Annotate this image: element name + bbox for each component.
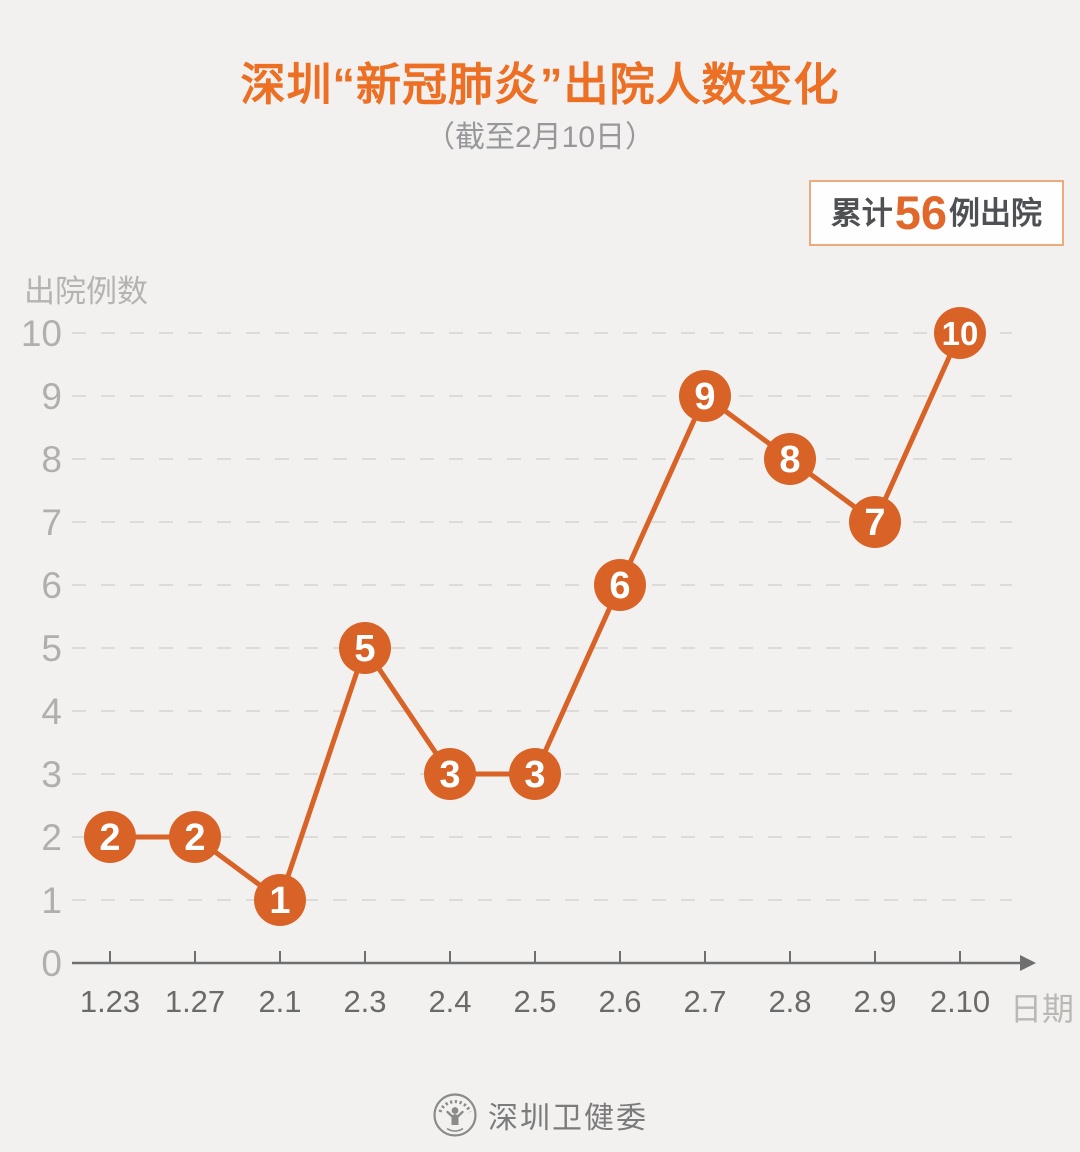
- svg-text:9: 9: [41, 376, 62, 417]
- y-tick-labels: 0 1 2 3 4 5 6 7 8 9 10: [21, 313, 62, 984]
- svg-text:8: 8: [779, 439, 800, 481]
- health-commission-seal-icon: [433, 1093, 477, 1137]
- svg-text:10: 10: [942, 315, 979, 352]
- data-point-2.3: 5: [339, 622, 391, 674]
- svg-text:2.4: 2.4: [428, 984, 471, 1019]
- svg-text:2: 2: [41, 817, 62, 858]
- data-point-2.8: 8: [764, 433, 816, 485]
- page-subtitle: （截至2月10日）: [424, 121, 656, 154]
- svg-text:2.9: 2.9: [853, 984, 896, 1019]
- cumulative-total-badge: 累计 56 例出院: [808, 180, 1064, 246]
- x-axis: [72, 951, 1036, 971]
- footer: 深圳卫健委: [0, 1092, 1080, 1138]
- data-point-2.10: 10: [934, 307, 986, 359]
- data-point-2.7: 9: [679, 370, 731, 422]
- y-axis-title: 出院例数: [24, 274, 148, 309]
- svg-text:8: 8: [41, 439, 62, 480]
- svg-text:5: 5: [354, 628, 375, 670]
- data-point-1.23: 2: [84, 811, 136, 863]
- badge-prefix: 累计: [830, 195, 893, 231]
- svg-text:6: 6: [609, 565, 630, 607]
- svg-text:1.27: 1.27: [165, 984, 225, 1019]
- data-points: 2 2 1 5 3 3 6 9 8 7 10: [84, 307, 986, 926]
- svg-text:2: 2: [99, 817, 120, 859]
- svg-text:1: 1: [41, 880, 62, 921]
- svg-text:3: 3: [524, 754, 545, 796]
- data-point-1.27: 2: [169, 811, 221, 863]
- data-point-2.5: 3: [509, 748, 561, 800]
- svg-text:7: 7: [41, 502, 62, 543]
- data-point-2.6: 6: [594, 559, 646, 611]
- svg-text:2.8: 2.8: [768, 984, 811, 1019]
- badge-count: 56: [894, 185, 947, 239]
- svg-text:2.7: 2.7: [683, 984, 726, 1019]
- svg-text:2.1: 2.1: [258, 984, 301, 1019]
- svg-text:6: 6: [41, 565, 62, 606]
- gridlines: [72, 332, 1012, 901]
- source-name: 深圳卫健委: [488, 1102, 648, 1135]
- svg-text:1.23: 1.23: [80, 984, 140, 1019]
- data-point-2.1: 1: [254, 874, 306, 926]
- svg-text:4: 4: [41, 691, 62, 732]
- badge-suffix: 例出院: [949, 195, 1042, 231]
- data-point-2.9: 7: [849, 496, 901, 548]
- svg-text:10: 10: [21, 313, 62, 354]
- x-axis-title: 日期: [1009, 991, 1074, 1027]
- svg-text:3: 3: [41, 754, 62, 795]
- svg-text:1: 1: [269, 880, 290, 922]
- svg-text:5: 5: [41, 628, 62, 669]
- svg-text:0: 0: [41, 943, 62, 984]
- data-point-2.4: 3: [424, 748, 476, 800]
- series-line: [107, 330, 963, 903]
- x-tick-labels: 1.23 1.27 2.1 2.3 2.4 2.5 2.6 2.7 2.8 2.9 2.10: [80, 984, 990, 1019]
- svg-text:3: 3: [439, 754, 460, 796]
- svg-text:2.5: 2.5: [513, 984, 556, 1019]
- svg-text:9: 9: [694, 376, 715, 418]
- svg-text:2.3: 2.3: [343, 984, 386, 1019]
- page-title: 深圳“新冠肺炎”出院人数变化: [240, 59, 840, 110]
- svg-text:7: 7: [864, 502, 885, 544]
- svg-text:2: 2: [184, 817, 205, 859]
- svg-text:2.10: 2.10: [930, 984, 990, 1019]
- svg-text:2.6: 2.6: [598, 984, 641, 1019]
